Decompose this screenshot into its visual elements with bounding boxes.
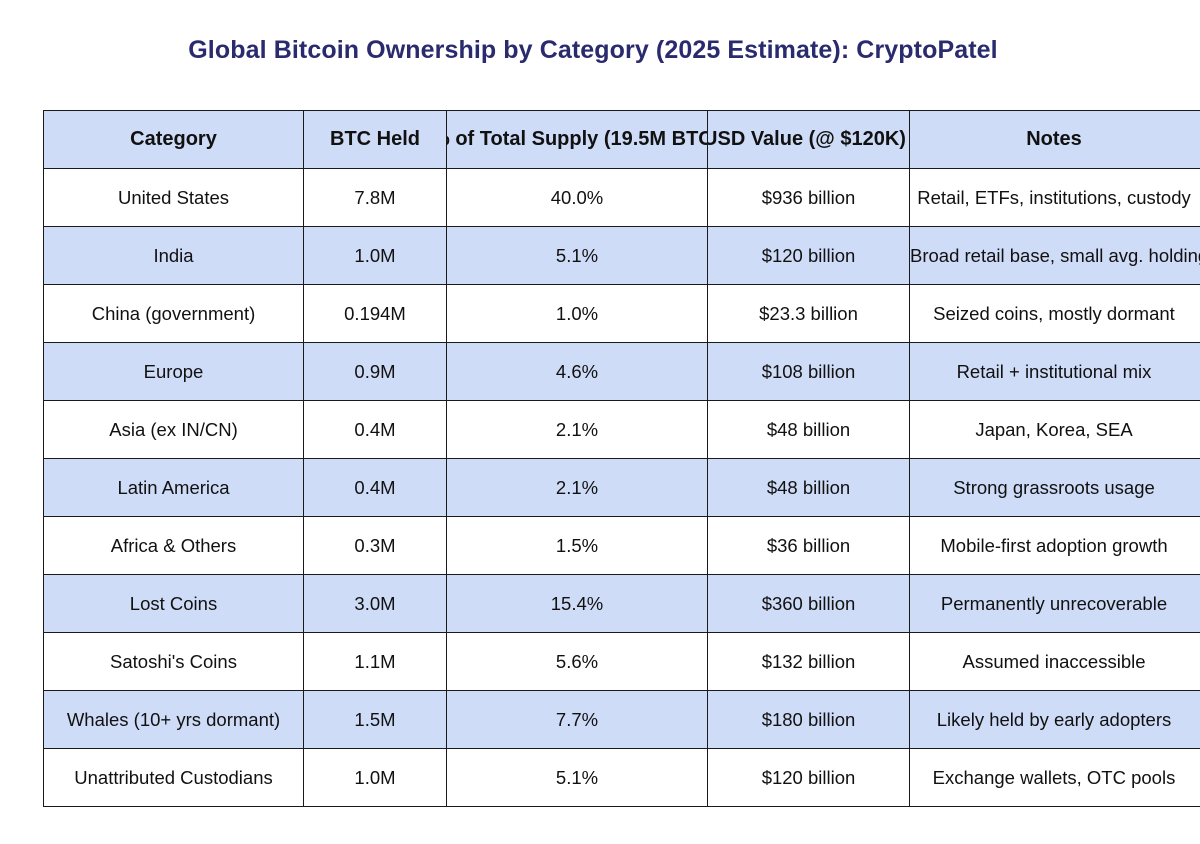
header-btc-held: BTC Held xyxy=(303,110,447,169)
cell-notes: Strong grassroots usage xyxy=(909,458,1200,517)
cell-notes-text: Permanently unrecoverable xyxy=(940,592,1168,614)
table-row: China (government) 0.194M 1.0% $23.3 billio… xyxy=(43,284,1200,343)
cell-pct-supply: 1.5% xyxy=(446,516,708,575)
cell-pct-supply: 15.4% xyxy=(446,574,708,633)
cell-usd-value: $120 billion xyxy=(707,226,910,285)
cell-usd-value: $360 billion xyxy=(707,574,910,633)
cell-category: Unattributed Custodians xyxy=(43,748,304,807)
table-row: Latin America 0.4M 2.1% $48 billion Strong g… xyxy=(43,458,1200,517)
cell-notes-text: Seized coins, mostly dormant xyxy=(933,302,1175,324)
cell-pct-supply: 2.1% xyxy=(446,400,708,459)
header-usd-value-label: USD Value (@ $120K) xyxy=(707,128,906,150)
cell-usd-value: $936 billion xyxy=(707,168,910,227)
cell-notes: Likely held by early adopters xyxy=(909,690,1200,749)
cell-btc-held: 0.194M xyxy=(303,284,447,343)
cell-category: Europe xyxy=(43,342,304,401)
cell-category: Lost Coins xyxy=(43,574,304,633)
cell-usd-value: $180 billion xyxy=(707,690,910,749)
cell-notes-text: Retail, ETFs, institutions, custody xyxy=(917,186,1191,208)
cell-notes-text: Likely held by early adopters xyxy=(936,708,1172,730)
header-category: Category xyxy=(43,110,304,169)
table-body: United States 7.8M 40.0% $936 billion Retail… xyxy=(43,168,1200,807)
cell-notes-text: Exchange wallets, OTC pools xyxy=(932,766,1176,788)
cell-btc-held: 3.0M xyxy=(303,574,447,633)
cell-pct-supply: 5.1% xyxy=(446,226,708,285)
cell-pct-supply: 5.1% xyxy=(446,748,708,807)
cell-notes: Japan, Korea, SEA xyxy=(909,400,1200,459)
cell-btc-held: 1.0M xyxy=(303,226,447,285)
header-notes-label: Notes xyxy=(1026,128,1082,150)
cell-btc-held: 7.8M xyxy=(303,168,447,227)
cell-btc-held: 0.3M xyxy=(303,516,447,575)
table-row: Africa & Others 0.3M 1.5% $36 billion Mobile… xyxy=(43,516,1200,575)
cell-notes-text: Assumed inaccessible xyxy=(962,650,1146,672)
cell-btc-held: 0.9M xyxy=(303,342,447,401)
cell-btc-held: 1.5M xyxy=(303,690,447,749)
cell-pct-supply: 2.1% xyxy=(446,458,708,517)
cell-category: India xyxy=(43,226,304,285)
header-usd-value: USD Value (@ $120K) xyxy=(707,110,910,169)
ownership-table: Category BTC Held % of Total Supply (19.… xyxy=(43,110,1200,807)
header-notes: Notes xyxy=(909,110,1200,169)
table-row: Asia (ex IN/CN) 0.4M 2.1% $48 billion Japan,… xyxy=(43,400,1200,459)
cell-notes-text: Mobile-first adoption growth xyxy=(940,534,1168,556)
cell-category: United States xyxy=(43,168,304,227)
table-row: Satoshi's Coins 1.1M 5.6% $132 billion Assum… xyxy=(43,632,1200,691)
table-header-row: Category BTC Held % of Total Supply (19.… xyxy=(43,110,1200,169)
cell-category: China (government) xyxy=(43,284,304,343)
cell-pct-supply: 5.6% xyxy=(446,632,708,691)
table-row: Lost Coins 3.0M 15.4% $360 billion Permanent… xyxy=(43,574,1200,633)
cell-notes: Mobile-first adoption growth xyxy=(909,516,1200,575)
cell-usd-value: $48 billion xyxy=(707,400,910,459)
table-row: India 1.0M 5.1% $120 billion Broad retail ba… xyxy=(43,226,1200,285)
cell-btc-held: 1.1M xyxy=(303,632,447,691)
cell-category: Satoshi's Coins xyxy=(43,632,304,691)
cell-btc-held: 1.0M xyxy=(303,748,447,807)
cell-notes-text: Broad retail base, small avg. holding xyxy=(910,244,1200,266)
table-row: Whales (10+ yrs dormant) 1.5M 7.7% $180 bil… xyxy=(43,690,1200,749)
cell-category: Asia (ex IN/CN) xyxy=(43,400,304,459)
cell-notes-text: Strong grassroots usage xyxy=(953,476,1155,498)
cell-notes: Seized coins, mostly dormant xyxy=(909,284,1200,343)
cell-btc-held: 0.4M xyxy=(303,400,447,459)
cell-category: Latin America xyxy=(43,458,304,517)
cell-notes: Exchange wallets, OTC pools xyxy=(909,748,1200,807)
cell-category: Africa & Others xyxy=(43,516,304,575)
cell-notes: Assumed inaccessible xyxy=(909,632,1200,691)
table-row: Unattributed Custodians 1.0M 5.1% $120 bill… xyxy=(43,748,1200,807)
cell-category: Whales (10+ yrs dormant) xyxy=(43,690,304,749)
cell-notes: Retail, ETFs, institutions, custody xyxy=(909,168,1200,227)
cell-usd-value: $120 billion xyxy=(707,748,910,807)
cell-notes: Permanently unrecoverable xyxy=(909,574,1200,633)
cell-usd-value: $36 billion xyxy=(707,516,910,575)
cell-usd-value: $132 billion xyxy=(707,632,910,691)
header-pct-supply: % of Total Supply (19.5M BTC) xyxy=(446,110,708,169)
cell-notes-text: Retail + institutional mix xyxy=(956,360,1152,382)
cell-notes-text: Japan, Korea, SEA xyxy=(975,418,1133,440)
table-row: Europe 0.9M 4.6% $108 billion Retail + insti… xyxy=(43,342,1200,401)
page-title: Global Bitcoin Ownership by Category (20… xyxy=(188,36,998,64)
cell-pct-supply: 4.6% xyxy=(446,342,708,401)
cell-usd-value: $48 billion xyxy=(707,458,910,517)
cell-pct-supply: 40.0% xyxy=(446,168,708,227)
cell-usd-value: $23.3 billion xyxy=(707,284,910,343)
header-pct-supply-label: % of Total Supply (19.5M BTC) xyxy=(446,128,708,150)
cell-notes: Broad retail base, small avg. holding xyxy=(909,226,1200,285)
table-row: United States 7.8M 40.0% $936 billion Retail… xyxy=(43,168,1200,227)
cell-usd-value: $108 billion xyxy=(707,342,910,401)
cell-btc-held: 0.4M xyxy=(303,458,447,517)
cell-pct-supply: 1.0% xyxy=(446,284,708,343)
cell-pct-supply: 7.7% xyxy=(446,690,708,749)
cell-notes: Retail + institutional mix xyxy=(909,342,1200,401)
